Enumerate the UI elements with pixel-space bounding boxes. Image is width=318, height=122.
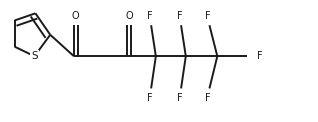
Text: F: F [147,11,152,21]
Text: F: F [257,51,263,61]
Text: O: O [126,11,133,21]
Text: F: F [177,93,182,103]
Text: S: S [31,51,38,61]
Text: F: F [147,93,152,103]
Text: F: F [177,11,182,21]
Text: O: O [72,11,80,21]
Text: F: F [205,93,211,103]
Text: F: F [205,11,211,21]
